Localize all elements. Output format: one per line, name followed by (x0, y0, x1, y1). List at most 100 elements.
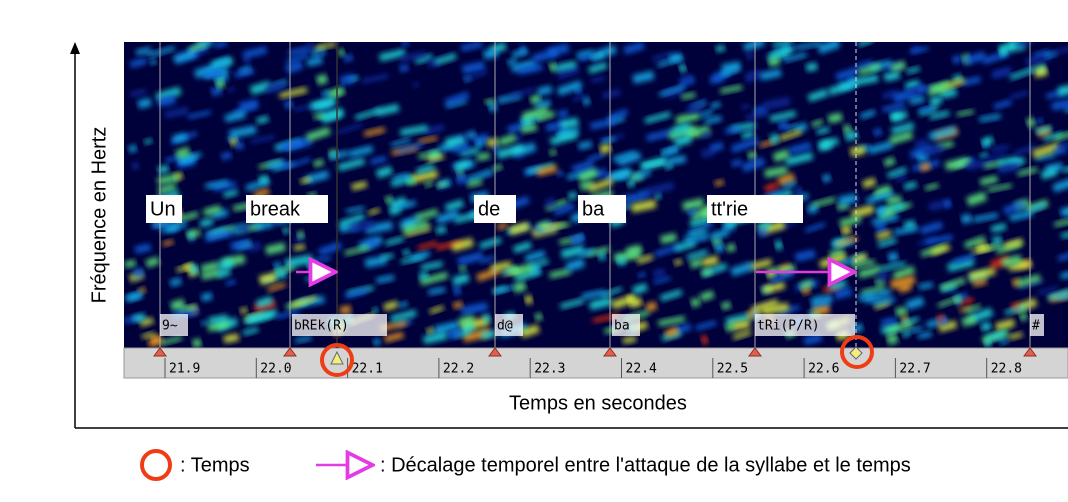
legend-text: : Temps (180, 454, 250, 476)
spectrogram-cell (695, 320, 717, 331)
spectrogram-cell (436, 181, 448, 189)
spectrogram-cell (586, 152, 606, 163)
spectrogram-cell (659, 232, 678, 245)
spectrogram-cell (768, 57, 781, 67)
spectrogram-cell (157, 173, 179, 185)
spectrogram-cell (987, 183, 1012, 193)
spectrogram-cell (496, 222, 508, 231)
spectrogram-cell (275, 268, 288, 280)
spectrogram-cell (637, 271, 647, 279)
spectrogram-cell (265, 81, 287, 94)
spectrogram-cell (760, 302, 790, 316)
spectrogram-cell (466, 130, 477, 140)
spectrogram-cell (455, 159, 471, 171)
spectrogram-cell (282, 226, 290, 235)
spectrogram-cell (339, 305, 352, 315)
spectrogram-cell (850, 259, 876, 269)
spectrogram-cell (220, 151, 232, 161)
spectrogram-cell (210, 86, 223, 97)
spectrogram-cell (947, 257, 975, 272)
spectrogram-cell (769, 110, 797, 122)
spectrogram-cell (375, 165, 393, 179)
spectrogram-cell (293, 243, 306, 251)
spectrogram-cell (690, 207, 713, 221)
spectrogram-cell (1035, 118, 1044, 125)
spectrogram-cell (858, 63, 881, 76)
spectrogram-cell (124, 259, 137, 268)
spectrogram-cell (367, 207, 381, 216)
boundary-marker (488, 347, 502, 357)
spectrogram-cell (145, 256, 160, 268)
spectrogram-cell (617, 151, 642, 167)
spectrogram-cell (529, 94, 542, 105)
spectrogram-cell (291, 295, 317, 308)
spectrogram-cell (925, 234, 953, 246)
time-tick-label: 22.6 (808, 362, 839, 377)
spectrogram-cell (812, 304, 831, 316)
spectrogram-cell (363, 126, 386, 137)
spectrogram-cell (534, 312, 543, 321)
spectrogram-cell (588, 296, 613, 311)
spectrogram-cell (588, 177, 614, 193)
spectrogram-cell (135, 46, 152, 56)
spectrogram-cell (175, 146, 191, 160)
spectrogram-cell (820, 137, 839, 149)
spectrogram-cell (988, 150, 1008, 161)
spectrogram-cell (626, 244, 643, 257)
spectrogram-cell (632, 70, 655, 84)
spectrogram-cell (520, 324, 540, 338)
legend-text: : Décalage temporel entre l'attaque de l… (380, 454, 911, 476)
spectrogram-cell (751, 298, 779, 313)
spectrogram-cell (1057, 249, 1068, 262)
spectrogram-cell (556, 65, 580, 80)
spectrogram-cell (976, 242, 988, 252)
spectrogram-cell (459, 147, 480, 157)
beat-circle (320, 343, 354, 377)
spectrogram-cell (203, 204, 222, 217)
spectrogram-cell (917, 331, 933, 339)
spectrogram-cell (234, 67, 255, 79)
spectrogram-cell (1047, 287, 1068, 301)
spectrogram-cell (493, 285, 515, 295)
spectrogram-cell (1016, 274, 1042, 288)
spectrogram-cell (230, 238, 251, 251)
spectrogram-cell (710, 101, 721, 109)
boundary-marker (153, 347, 167, 357)
spectrogram-cell (689, 216, 711, 228)
spectrogram-cell (577, 167, 599, 183)
spectrogram-cell (860, 285, 886, 296)
spectrogram-cell (207, 314, 229, 325)
spectrogram-cell (1009, 209, 1034, 222)
spectrogram-cell (763, 181, 779, 193)
spectrogram-cell (835, 235, 858, 248)
spectrogram-cell (827, 81, 855, 96)
spectrogram-cell (390, 175, 413, 187)
spectrogram-cell (762, 96, 791, 111)
spectrogram-cell (704, 115, 722, 125)
spectrogram-cell (937, 295, 963, 308)
spectrogram-cell (657, 55, 684, 68)
spectrogram-cell (590, 53, 604, 61)
spectrogram-cell (939, 317, 948, 326)
spectrogram-cell (461, 61, 486, 75)
spectrogram-cell (835, 66, 860, 82)
spectrogram-cell (673, 134, 692, 147)
phoneme-label: bREk(R) (294, 319, 349, 334)
spectrogram-cell (521, 106, 550, 122)
spectrogram-cell (189, 264, 199, 275)
spectrogram-cell (556, 222, 570, 229)
spectrogram-cell (636, 254, 654, 265)
spectrogram-cell (742, 42, 766, 52)
spectrogram-cell (878, 207, 895, 220)
spectrogram-cell (833, 286, 853, 300)
spectrogram-cell (862, 177, 877, 189)
spectrogram-cell (581, 289, 607, 300)
spectrogram-cell (675, 111, 701, 125)
spectrogram-cell (747, 150, 757, 160)
spectrogram-cell (420, 260, 444, 271)
spectrogram-cell (418, 271, 429, 281)
spectrogram-cell (811, 119, 824, 128)
spectrogram-cell (851, 74, 879, 87)
spectrogram-cell (453, 211, 479, 224)
